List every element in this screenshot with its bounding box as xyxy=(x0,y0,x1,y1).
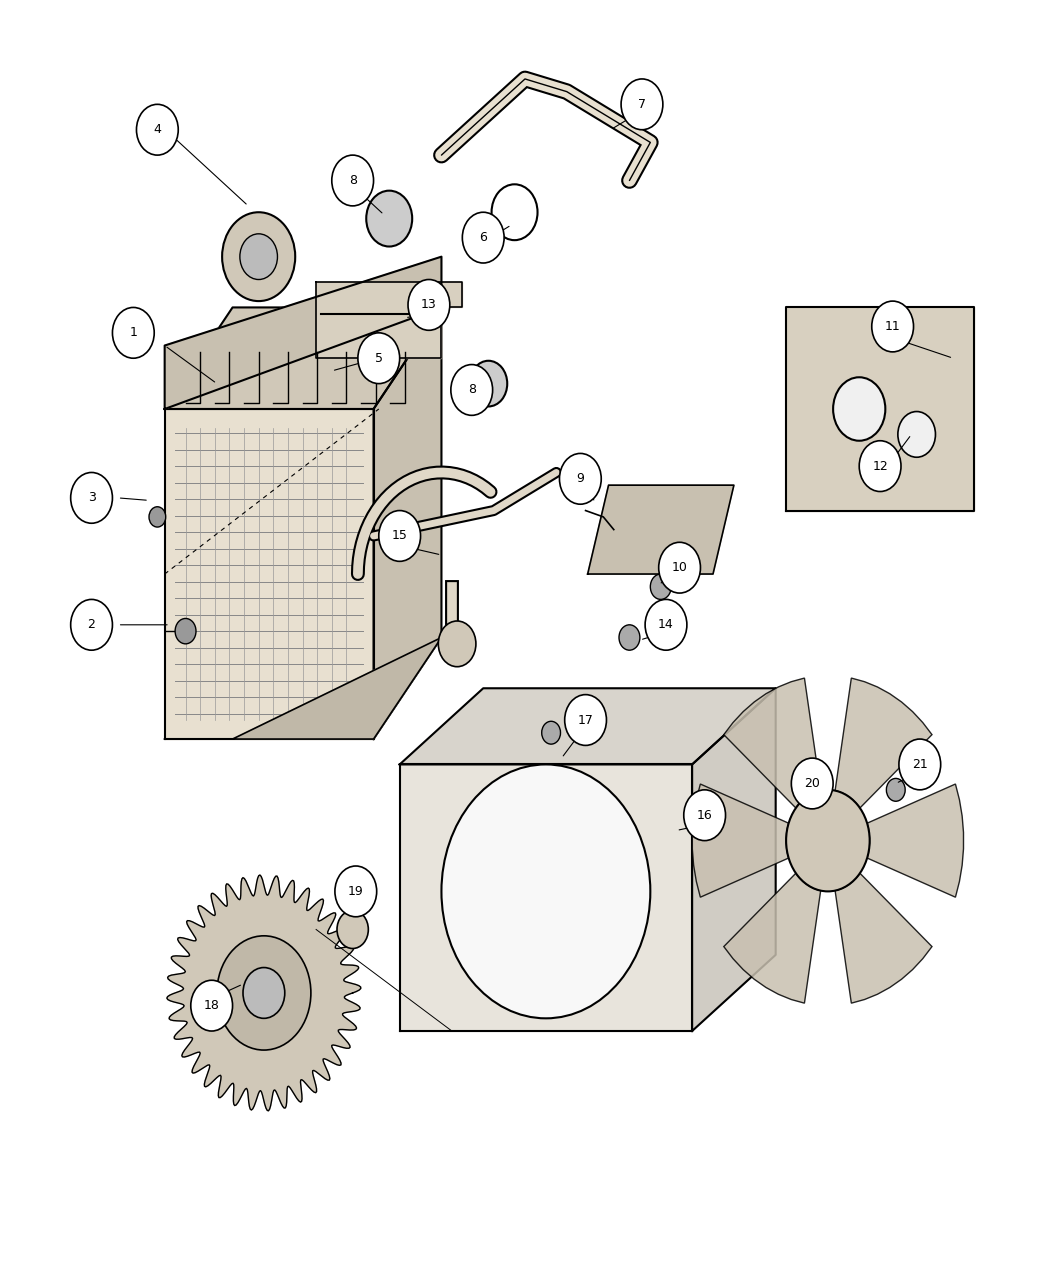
Text: 8: 8 xyxy=(467,384,476,397)
Text: 11: 11 xyxy=(885,320,901,333)
Text: 2: 2 xyxy=(87,618,96,631)
Text: 21: 21 xyxy=(911,757,928,771)
Circle shape xyxy=(243,968,285,1019)
Polygon shape xyxy=(165,256,441,409)
Polygon shape xyxy=(167,875,361,1111)
Circle shape xyxy=(684,789,726,840)
Circle shape xyxy=(441,765,650,1019)
Polygon shape xyxy=(723,678,821,808)
Text: 5: 5 xyxy=(375,352,383,365)
Circle shape xyxy=(175,618,196,644)
Polygon shape xyxy=(165,307,441,409)
Polygon shape xyxy=(316,282,462,358)
Text: 1: 1 xyxy=(129,326,138,339)
Text: 14: 14 xyxy=(658,618,674,631)
Polygon shape xyxy=(835,678,932,808)
Circle shape xyxy=(149,506,166,527)
Circle shape xyxy=(560,454,602,504)
Polygon shape xyxy=(588,486,734,574)
Circle shape xyxy=(191,980,232,1031)
Polygon shape xyxy=(786,307,974,510)
Polygon shape xyxy=(400,688,776,765)
Text: 17: 17 xyxy=(578,714,593,727)
Circle shape xyxy=(335,866,377,917)
Circle shape xyxy=(898,412,936,458)
Text: 3: 3 xyxy=(87,491,96,505)
Polygon shape xyxy=(692,688,776,1031)
Circle shape xyxy=(792,759,833,808)
Circle shape xyxy=(859,441,901,492)
Polygon shape xyxy=(400,765,692,1031)
Text: 7: 7 xyxy=(638,98,646,111)
Circle shape xyxy=(379,510,421,561)
Circle shape xyxy=(217,936,311,1051)
Text: 20: 20 xyxy=(804,776,820,790)
Text: 15: 15 xyxy=(392,529,407,542)
Circle shape xyxy=(70,473,112,523)
Polygon shape xyxy=(692,784,789,898)
Text: 9: 9 xyxy=(576,472,584,486)
Circle shape xyxy=(622,79,663,130)
Circle shape xyxy=(469,361,507,407)
Circle shape xyxy=(650,574,671,599)
Circle shape xyxy=(223,212,295,301)
Polygon shape xyxy=(835,873,932,1003)
Circle shape xyxy=(886,779,905,801)
Circle shape xyxy=(565,695,607,746)
Circle shape xyxy=(542,722,561,745)
Polygon shape xyxy=(723,873,821,1003)
Circle shape xyxy=(366,191,413,246)
Text: 4: 4 xyxy=(153,124,162,136)
Circle shape xyxy=(658,542,700,593)
Circle shape xyxy=(70,599,112,650)
Text: 13: 13 xyxy=(421,298,437,311)
Polygon shape xyxy=(867,784,964,898)
Circle shape xyxy=(136,105,178,156)
Polygon shape xyxy=(165,638,441,740)
Text: 16: 16 xyxy=(697,808,713,821)
Circle shape xyxy=(408,279,449,330)
Circle shape xyxy=(833,377,885,441)
Circle shape xyxy=(786,789,869,891)
Text: 6: 6 xyxy=(479,231,487,244)
Circle shape xyxy=(358,333,400,384)
Circle shape xyxy=(438,621,476,667)
Text: 8: 8 xyxy=(349,173,357,187)
Circle shape xyxy=(899,740,941,789)
Circle shape xyxy=(645,599,687,650)
Circle shape xyxy=(112,307,154,358)
Circle shape xyxy=(462,212,504,263)
Circle shape xyxy=(332,156,374,205)
Circle shape xyxy=(450,365,492,416)
Polygon shape xyxy=(374,307,441,740)
Circle shape xyxy=(872,301,914,352)
Circle shape xyxy=(620,625,639,650)
Text: 10: 10 xyxy=(672,561,688,574)
Circle shape xyxy=(337,910,369,949)
Text: 12: 12 xyxy=(873,459,888,473)
Circle shape xyxy=(239,233,277,279)
Polygon shape xyxy=(165,409,374,740)
Text: 18: 18 xyxy=(204,1000,219,1012)
Text: 19: 19 xyxy=(348,885,363,898)
